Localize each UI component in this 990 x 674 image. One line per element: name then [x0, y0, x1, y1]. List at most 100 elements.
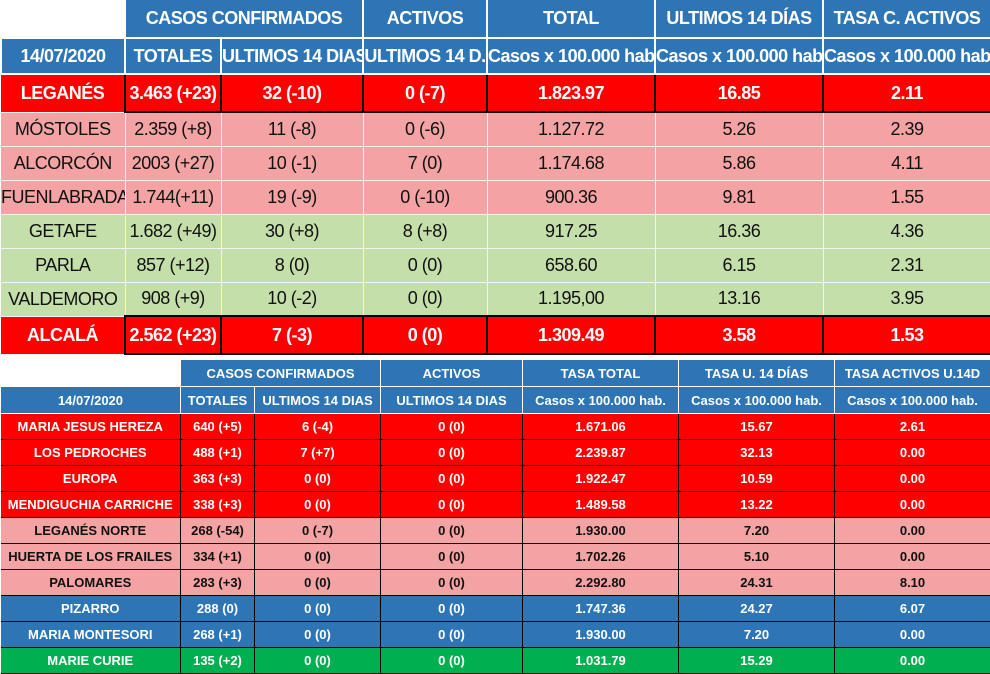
totales-cell: 1.744(+11)	[125, 180, 221, 214]
area-name: HUERTA DE LOS FRAILES	[1, 544, 181, 570]
totales-cell: 2003 (+27)	[125, 146, 221, 180]
totales-cell: 857 (+12)	[125, 248, 221, 282]
ultimos-14-rate-cell: 15.67	[679, 414, 835, 440]
tasa-total-cell: 1.671.06	[523, 414, 679, 440]
activos-cell: 0 (0)	[381, 622, 523, 648]
ultimos-14-rate-cell: 5.10	[679, 544, 835, 570]
totales-cell: 338 (+3)	[181, 492, 255, 518]
zones-header-tasa-activos: TASA ACTIVOS U.14D	[835, 360, 990, 387]
ultimos-14-rate-cell: 32.13	[679, 440, 835, 466]
totales-cell: 488 (+1)	[181, 440, 255, 466]
activos-cell: 8 (+8)	[363, 214, 487, 248]
tasa-total-cell: 1.489.58	[523, 492, 679, 518]
totales-cell: 2.359 (+8)	[125, 112, 221, 146]
activos-cell: 0 (0)	[381, 492, 523, 518]
tasa-total-cell: 2.292.80	[523, 570, 679, 596]
area-name: MÓSTOLES	[1, 112, 125, 146]
tasa-total-cell: 1.922.47	[523, 466, 679, 492]
area-name: GETAFE	[1, 214, 125, 248]
tasa-activos-cell: 0.00	[835, 622, 990, 648]
tasa-activos-cell: 0.00	[835, 544, 990, 570]
ultimos-14-cell: 7 (-3)	[221, 316, 363, 354]
ultimos-14-cell: 0 (0)	[255, 544, 381, 570]
activos-cell: 0 (0)	[381, 518, 523, 544]
ultimos-14-cell: 10 (-2)	[221, 282, 363, 316]
tasa-activos-cell: 3.95	[823, 282, 990, 316]
totales-cell: 1.682 (+49)	[125, 214, 221, 248]
ultimos-14-cell: 0 (0)	[255, 466, 381, 492]
tasa-total-cell: 658.60	[487, 248, 655, 282]
area-name: MENDIGUCHIA CARRICHE	[1, 492, 181, 518]
tasa-activos-cell: 0.00	[835, 440, 990, 466]
activos-cell: 0 (-10)	[363, 180, 487, 214]
header-row-2: 14/07/2020 TOTALES ULTIMOS 14 DIAS ULTIM…	[1, 38, 990, 74]
totales-cell: 640 (+5)	[181, 414, 255, 440]
tasa-total-cell: 1.930.00	[523, 622, 679, 648]
ultimos-14-rate-cell: 9.81	[655, 180, 823, 214]
activos-cell: 0 (0)	[381, 440, 523, 466]
tasa-activos-cell: 0.00	[835, 518, 990, 544]
tasa-activos-cell: 0.00	[835, 466, 990, 492]
tasa-total-cell: 1.702.26	[523, 544, 679, 570]
zones-header-casos-confirmados: CASOS CONFIRMADOS	[181, 360, 381, 387]
header-total: TOTAL	[487, 0, 655, 38]
tasa-activos-cell: 2.11	[823, 74, 990, 112]
header-tasa-activos: TASA C. ACTIVOS	[823, 0, 990, 38]
tasa-total-cell: 1.309.49	[487, 316, 655, 354]
tasa-total-cell: 2.239.87	[523, 440, 679, 466]
activos-cell: 7 (0)	[363, 146, 487, 180]
header-activos: ACTIVOS	[363, 0, 487, 38]
zones-header-casos-100k-2: Casos x 100.000 hab.	[679, 387, 835, 414]
area-name: LOS PEDROCHES	[1, 440, 181, 466]
totales-cell: 135 (+2)	[181, 648, 255, 674]
ultimos-14-rate-cell: 7.20	[679, 622, 835, 648]
activos-cell: 0 (0)	[381, 570, 523, 596]
ultimos-14-rate-cell: 5.86	[655, 146, 823, 180]
header-ultimos-14-d-sub: ULTIMOS 14 D.	[363, 38, 487, 74]
totales-cell: 288 (0)	[181, 596, 255, 622]
header-ultimos-14-dias-sub: ULTIMOS 14 DIAS	[221, 38, 363, 74]
ultimos-14-cell: 10 (-1)	[221, 146, 363, 180]
tasa-total-cell: 1.823.97	[487, 74, 655, 112]
activos-cell: 0 (0)	[381, 648, 523, 674]
ultimos-14-cell: 0 (0)	[255, 492, 381, 518]
tasa-total-cell: 1.195,00	[487, 282, 655, 316]
tasa-activos-cell: 4.36	[823, 214, 990, 248]
tasa-total-cell: 1.127.72	[487, 112, 655, 146]
activos-cell: 0 (0)	[381, 544, 523, 570]
ultimos-14-cell: 32 (-10)	[221, 74, 363, 112]
ultimos-14-cell: 19 (-9)	[221, 180, 363, 214]
tasa-total-cell: 1.930.00	[523, 518, 679, 544]
header-casos-confirmados: CASOS CONFIRMADOS	[125, 0, 363, 38]
totales-cell: 908 (+9)	[125, 282, 221, 316]
tasa-activos-cell: 2.31	[823, 248, 990, 282]
ultimos-14-rate-cell: 16.36	[655, 214, 823, 248]
tasa-activos-cell: 6.07	[835, 596, 990, 622]
tasa-total-cell: 1.174.68	[487, 146, 655, 180]
tasa-activos-cell: 4.11	[823, 146, 990, 180]
tasa-activos-cell: 0.00	[835, 492, 990, 518]
activos-cell: 0 (0)	[381, 414, 523, 440]
activos-cell: 0 (0)	[363, 282, 487, 316]
header-date: 14/07/2020	[1, 38, 125, 74]
area-name: MARIA JESUS HEREZA	[1, 414, 181, 440]
activos-cell: 0 (0)	[381, 596, 523, 622]
zones-header-row-1: CASOS CONFIRMADOS ACTIVOS TASA TOTAL TAS…	[1, 360, 990, 387]
ultimos-14-rate-cell: 16.85	[655, 74, 823, 112]
tasa-activos-cell: 1.55	[823, 180, 990, 214]
tasa-activos-cell: 0.00	[835, 648, 990, 674]
zones-header-casos-100k-1: Casos x 100.000 hab.	[523, 387, 679, 414]
zones-header-date: 14/07/2020	[1, 387, 181, 414]
